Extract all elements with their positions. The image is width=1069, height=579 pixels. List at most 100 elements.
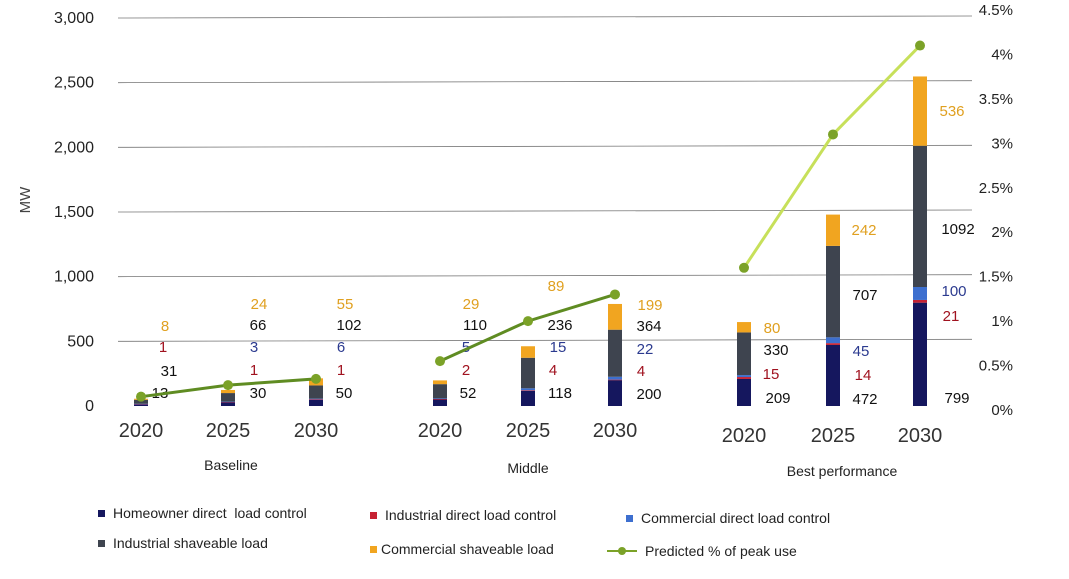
- bar-segment: [134, 404, 148, 406]
- y2-tick-label: 2.5%: [979, 180, 1013, 197]
- legend-item-commercial-direct: Commercial direct load control: [626, 510, 830, 526]
- data-label: 364: [636, 318, 661, 335]
- data-label: 66: [250, 317, 267, 334]
- y2-tick-label: 1.5%: [979, 269, 1013, 286]
- data-label: 80: [764, 320, 781, 337]
- legend-label-commercial-shaveable: Commercial shaveable load: [381, 541, 554, 557]
- data-label: 29: [463, 296, 480, 313]
- x-tick-label: 2020: [418, 420, 463, 442]
- line-point: [136, 391, 146, 402]
- y-tick-label: 500: [67, 333, 94, 350]
- bar-segment: [826, 343, 840, 345]
- group-label: Baseline: [204, 457, 258, 473]
- bar-segment: [826, 337, 840, 344]
- legend-item-peak-use-line: Predicted % of peak use: [607, 543, 797, 559]
- data-label: 22: [637, 341, 654, 358]
- x-tick-label: 2025: [811, 425, 856, 447]
- bar-segment: [913, 145, 927, 288]
- y2-tick-label: 4%: [991, 46, 1013, 63]
- y-tick-label: 1,500: [54, 204, 94, 221]
- bar-segment: [134, 399, 148, 404]
- legend-label-homeowner-direct: Homeowner direct load control: [113, 505, 307, 521]
- bar-segment: [826, 344, 840, 406]
- legend-label-commercial-direct: Commercial direct load control: [641, 510, 831, 526]
- bar-segment: [221, 393, 235, 402]
- line-point: [828, 129, 838, 140]
- bar-segment: [433, 384, 447, 399]
- x-tick-label: 2030: [593, 420, 638, 442]
- legend-swatch-commercial-shaveable: [370, 545, 377, 553]
- bar-segment: [309, 398, 323, 400]
- data-label: 799: [944, 390, 969, 407]
- legend-label-industrial-direct: Industrial direct load control: [385, 507, 557, 523]
- data-label: 536: [939, 103, 964, 120]
- group-label: Middle: [507, 460, 548, 476]
- bar-segment: [826, 245, 840, 338]
- line-point: [223, 380, 233, 391]
- data-label: 118: [548, 385, 572, 402]
- bar-segment: [521, 346, 535, 358]
- bar-segment: [521, 390, 535, 391]
- legend-item-homeowner-direct: Homeowner direct load control: [98, 505, 307, 521]
- y-tick-label: 1,000: [54, 269, 94, 286]
- x-tick-label: 2025: [506, 420, 551, 442]
- data-label: 15: [550, 339, 567, 356]
- bar-segment: [913, 76, 927, 146]
- bar-segment: [608, 376, 622, 380]
- y-tick-label: 2,500: [54, 75, 94, 92]
- data-label: 21: [943, 308, 960, 325]
- gridline: [117, 274, 973, 278]
- line-point: [610, 289, 620, 300]
- legend-swatch-homeowner-direct: [98, 509, 105, 517]
- bar-segment: [608, 303, 622, 330]
- data-label: 242: [851, 222, 876, 239]
- data-label: 200: [636, 386, 661, 403]
- bar-segment: [737, 377, 751, 379]
- x-tick-label: 2030: [898, 425, 943, 447]
- y2-tick-label: 4.5%: [979, 2, 1013, 19]
- line-point: [915, 40, 925, 51]
- bar-segment: [221, 389, 235, 394]
- bar-segment: [521, 357, 535, 389]
- bar-segment: [134, 404, 148, 405]
- data-label: 110: [463, 317, 487, 334]
- x-tick-label: 2030: [294, 420, 339, 442]
- legend-item-commercial-shaveable: Commercial shaveable load: [370, 541, 554, 557]
- line-point: [739, 262, 749, 273]
- legend-swatch-commercial-direct: [626, 514, 633, 522]
- bar-segment: [913, 299, 927, 303]
- gridline: [117, 338, 973, 342]
- data-label: 50: [336, 385, 353, 402]
- bar-segment: [608, 380, 622, 406]
- data-label: 89: [548, 278, 565, 295]
- data-label: 1: [250, 362, 258, 379]
- y2-tick-label: 0%: [991, 402, 1013, 419]
- legend-label-industrial-shaveable: Industrial shaveable load: [113, 535, 268, 551]
- group-label: Best performance: [787, 463, 898, 479]
- data-label: 30: [250, 385, 267, 402]
- y2-tick-label: 0.5%: [979, 358, 1013, 375]
- bar-segment: [433, 399, 447, 400]
- y-tick-label: 2,000: [54, 139, 94, 156]
- legend-label-peak-use-line: Predicted % of peak use: [645, 543, 797, 559]
- y-tick-label: 0: [85, 398, 94, 415]
- y-axis-label: MW: [17, 186, 34, 213]
- bar-segment: [737, 378, 751, 406]
- data-label: 100: [941, 283, 966, 300]
- data-label: 1092: [941, 221, 974, 238]
- bar-segment: [826, 214, 840, 246]
- line-point: [523, 316, 533, 327]
- data-label: 236: [547, 317, 572, 334]
- legend-item-industrial-direct: Industrial direct load control: [370, 507, 556, 523]
- legend-item-industrial-shaveable: Industrial shaveable load: [98, 535, 268, 551]
- data-label: 5: [462, 339, 470, 356]
- line-point: [311, 373, 321, 384]
- bar-segment: [521, 388, 535, 391]
- data-label: 330: [763, 342, 788, 359]
- data-label: 1: [159, 339, 167, 356]
- data-label: 8: [161, 318, 169, 335]
- bar-segment: [737, 332, 751, 376]
- data-label: 199: [637, 297, 662, 314]
- bar-segment: [433, 399, 447, 406]
